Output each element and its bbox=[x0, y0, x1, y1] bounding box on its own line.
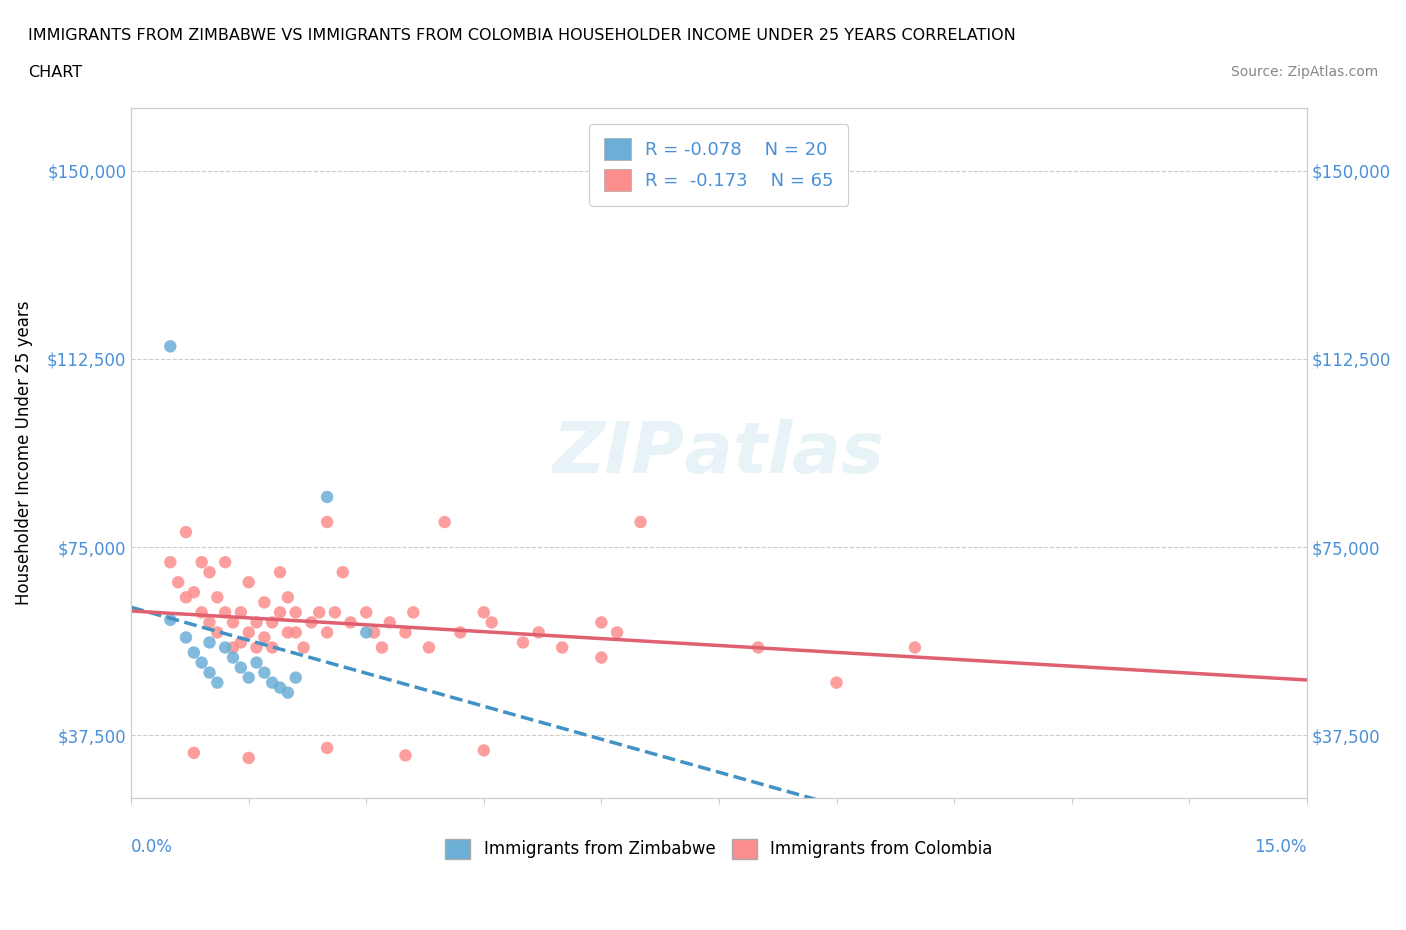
Text: CHART: CHART bbox=[28, 65, 82, 80]
Point bbox=[284, 671, 307, 685]
Point bbox=[606, 625, 628, 640]
Point bbox=[253, 630, 276, 644]
Point bbox=[190, 604, 212, 619]
Point bbox=[551, 640, 574, 655]
Point bbox=[277, 685, 299, 700]
Point bbox=[214, 555, 236, 570]
Point bbox=[323, 604, 346, 619]
Point bbox=[198, 565, 221, 579]
Point bbox=[332, 565, 354, 579]
Point bbox=[630, 514, 652, 529]
Point bbox=[262, 675, 284, 690]
Point bbox=[159, 339, 181, 353]
Point bbox=[449, 625, 471, 640]
Point bbox=[418, 640, 440, 655]
Y-axis label: Householder Income Under 25 years: Householder Income Under 25 years bbox=[15, 300, 32, 605]
Point bbox=[316, 489, 339, 504]
Point bbox=[316, 514, 339, 529]
Point bbox=[190, 555, 212, 570]
Point bbox=[299, 615, 322, 630]
Point bbox=[292, 640, 315, 655]
Point bbox=[190, 655, 212, 670]
Point bbox=[402, 604, 425, 619]
Point bbox=[207, 625, 229, 640]
Point bbox=[159, 555, 181, 570]
Point bbox=[269, 565, 291, 579]
Point bbox=[277, 590, 299, 604]
Text: Source: ZipAtlas.com: Source: ZipAtlas.com bbox=[1230, 65, 1378, 79]
Text: 15.0%: 15.0% bbox=[1254, 838, 1306, 857]
Point bbox=[245, 615, 267, 630]
Point bbox=[394, 625, 416, 640]
Point bbox=[253, 665, 276, 680]
Point bbox=[198, 615, 221, 630]
Point bbox=[591, 650, 613, 665]
Point bbox=[394, 748, 416, 763]
Point bbox=[238, 575, 260, 590]
Point bbox=[214, 604, 236, 619]
Point bbox=[183, 746, 205, 761]
Point bbox=[229, 660, 252, 675]
Point bbox=[284, 625, 307, 640]
Point bbox=[316, 740, 339, 755]
Point bbox=[229, 604, 252, 619]
Point bbox=[245, 655, 267, 670]
Point bbox=[198, 635, 221, 650]
Point bbox=[245, 640, 267, 655]
Point bbox=[284, 604, 307, 619]
Point bbox=[222, 615, 245, 630]
Point bbox=[229, 635, 252, 650]
Point bbox=[253, 595, 276, 610]
Point bbox=[512, 635, 534, 650]
Point bbox=[339, 615, 361, 630]
Text: IMMIGRANTS FROM ZIMBABWE VS IMMIGRANTS FROM COLOMBIA HOUSEHOLDER INCOME UNDER 25: IMMIGRANTS FROM ZIMBABWE VS IMMIGRANTS F… bbox=[28, 28, 1017, 43]
Point bbox=[472, 743, 495, 758]
Point bbox=[238, 671, 260, 685]
Point bbox=[354, 625, 377, 640]
Point bbox=[262, 640, 284, 655]
Point bbox=[183, 645, 205, 660]
Point bbox=[591, 615, 613, 630]
Point bbox=[214, 640, 236, 655]
Point bbox=[825, 675, 848, 690]
Point bbox=[262, 615, 284, 630]
Point bbox=[159, 613, 181, 628]
Point bbox=[183, 585, 205, 600]
Text: 0.0%: 0.0% bbox=[131, 838, 173, 857]
Point bbox=[363, 625, 385, 640]
Point bbox=[481, 615, 503, 630]
Point bbox=[207, 675, 229, 690]
Point bbox=[527, 625, 550, 640]
Point bbox=[308, 604, 330, 619]
Point bbox=[472, 604, 495, 619]
Point bbox=[269, 680, 291, 695]
Point bbox=[433, 514, 456, 529]
Point bbox=[222, 640, 245, 655]
Point bbox=[371, 640, 394, 655]
Legend: Immigrants from Zimbabwe, Immigrants from Colombia: Immigrants from Zimbabwe, Immigrants fro… bbox=[439, 832, 1000, 866]
Point bbox=[316, 625, 339, 640]
Point bbox=[174, 590, 197, 604]
Point bbox=[174, 630, 197, 644]
Point bbox=[198, 665, 221, 680]
Point bbox=[174, 525, 197, 539]
Point bbox=[354, 604, 377, 619]
Point bbox=[238, 625, 260, 640]
Point bbox=[277, 625, 299, 640]
Point bbox=[167, 575, 190, 590]
Point bbox=[269, 604, 291, 619]
Point bbox=[238, 751, 260, 765]
Point bbox=[747, 640, 769, 655]
Point bbox=[378, 615, 401, 630]
Point bbox=[222, 650, 245, 665]
Text: ZIP​atlas: ZIP​atlas bbox=[553, 418, 884, 487]
Point bbox=[207, 590, 229, 604]
Point bbox=[904, 640, 927, 655]
